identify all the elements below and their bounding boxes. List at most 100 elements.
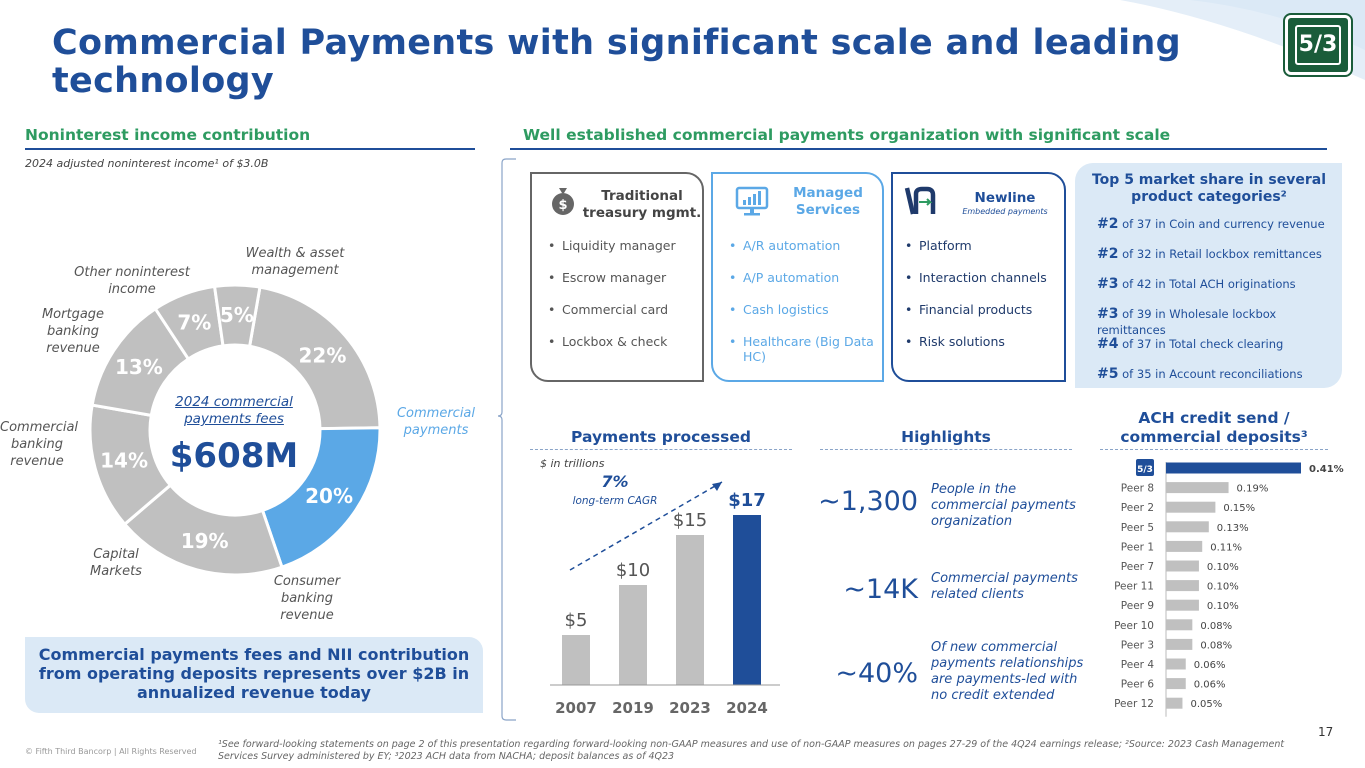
- market-share-list: #2 of 37 in Coin and currency revenue #2…: [1097, 216, 1342, 396]
- money-bag-icon: $: [552, 188, 574, 215]
- ach-bar: [1166, 599, 1199, 611]
- payments-year-label: 2019: [612, 699, 654, 717]
- card-list: A/R automation A/P automation Cash logis…: [729, 238, 879, 381]
- label-capital-markets: Capital Markets: [90, 547, 142, 579]
- section-divider-left: [25, 148, 475, 150]
- label-mortgage: Mortgage banking revenue: [41, 307, 105, 356]
- cagr-trend-arrow: [569, 481, 723, 571]
- ach-value-label: 0.08%: [1200, 640, 1232, 651]
- market-share-box: Top 5 market share in several product ca…: [1075, 163, 1342, 388]
- center-label: 2024 commercial payments fees: [175, 394, 293, 427]
- ach-value-label: 0.10%: [1207, 562, 1239, 573]
- donut-slice: [260, 426, 382, 570]
- payments-bar: [733, 515, 761, 685]
- org-heading: Well established commercial payments org…: [523, 126, 1171, 144]
- bracket-connector: [498, 158, 516, 721]
- noninterest-heading: Noninterest income contribution: [25, 126, 311, 144]
- card-title: Managed Services: [793, 185, 863, 218]
- ach-bar: [1166, 619, 1193, 631]
- payments-value-label: $5: [565, 610, 588, 631]
- rank-row: #3 of 42 in Total ACH originations: [1097, 276, 1342, 306]
- list-item: Commercial card: [548, 302, 698, 317]
- ach-value-label: 0.06%: [1194, 660, 1226, 671]
- payments-value-label: $15: [673, 510, 707, 531]
- section-divider-right: [510, 148, 1327, 150]
- fifth-third-logo: 5/3: [1285, 15, 1351, 75]
- ach-bar: [1166, 658, 1186, 670]
- page-title: Commercial Payments with significant sca…: [52, 23, 1182, 101]
- list-item: A/P automation: [729, 270, 879, 285]
- ach-peer-label: Peer 9: [1121, 600, 1154, 612]
- label-consumer-banking: Consumer banking revenue: [273, 574, 341, 623]
- cagr-arrow-head: [712, 482, 722, 491]
- ach-peer-label: Peer 12: [1114, 698, 1154, 710]
- svg-text:5/3: 5/3: [1137, 465, 1153, 475]
- rank-value: #2: [1097, 246, 1119, 262]
- ach-peer-label: Peer 1: [1121, 541, 1154, 553]
- payments-year-label: 2007: [555, 699, 597, 717]
- payments-bar-chart: $5 2007 $10 2019 $15 2023 $17 2024: [550, 481, 780, 717]
- ach-bar: [1166, 501, 1216, 513]
- ach-peer-label: Peer 4: [1121, 659, 1155, 671]
- rank-text: of 39 in Wholesale lockbox remittances: [1097, 307, 1277, 337]
- rank-text: of 37 in Coin and currency revenue: [1122, 217, 1325, 231]
- card-title: Traditional treasury mgmt.: [582, 188, 702, 221]
- rank-value: #3: [1097, 306, 1119, 322]
- revenue-callout: Commercial payments fees and NII contrib…: [25, 637, 483, 713]
- list-item: Escrow manager: [548, 270, 698, 285]
- highlight-text: People in the commercial payments organi…: [931, 482, 1076, 529]
- rank-text: of 35 in Account reconciliations: [1122, 367, 1303, 381]
- list-item: A/R automation: [729, 238, 879, 253]
- list-item: Interaction channels: [905, 270, 1065, 285]
- highlight-value: ~1,300: [818, 486, 918, 517]
- ach-value-label: 0.08%: [1200, 621, 1232, 632]
- ach-bar: [1166, 580, 1199, 592]
- donut-pct-label: 22%: [299, 343, 347, 367]
- rank-value: #3: [1097, 276, 1119, 292]
- ach-bar: [1166, 462, 1301, 474]
- adjusted-income-note: 2024 adjusted noninterest income¹ of $3.…: [25, 157, 269, 170]
- card-title: Newline: [974, 190, 1036, 206]
- payments-heading: Payments processed: [571, 428, 751, 446]
- rank-value: #2: [1097, 216, 1119, 232]
- payments-value-label: $17: [728, 490, 766, 511]
- rank-text: of 32 in Retail lockbox remittances: [1122, 247, 1322, 261]
- card-list: Platform Interaction channels Financial …: [905, 238, 1065, 366]
- payments-year-label: 2023: [669, 699, 711, 717]
- market-share-title: Top 5 market share in several product ca…: [1091, 172, 1326, 205]
- ach-value-label: 0.10%: [1207, 582, 1239, 593]
- ach-bar: [1166, 697, 1183, 709]
- page-number: 17: [1318, 725, 1334, 739]
- payments-year-label: 2024: [726, 699, 768, 717]
- income-donut-chart: 22% 20% 19% 14% 13% 7% 5%: [88, 283, 382, 577]
- ach-bar: [1166, 521, 1209, 533]
- donut-pct-label: 14%: [100, 448, 148, 472]
- cagr-value: 7%: [601, 472, 629, 491]
- rank-text: of 42 in Total ACH originations: [1122, 277, 1296, 291]
- rank-value: #4: [1097, 336, 1119, 352]
- label-commercial-payments: Commercial payments: [396, 406, 476, 438]
- ach-peer-label: Peer 7: [1121, 561, 1154, 573]
- label-wealth: Wealth & asset management: [245, 246, 345, 278]
- card-managed-services: Managed Services A/R automation A/P auto…: [711, 172, 884, 382]
- ach-bar: [1166, 540, 1203, 552]
- highlights-divider: [820, 449, 1072, 450]
- svg-text:$: $: [558, 198, 567, 213]
- ach-peer-label: Peer 11: [1114, 581, 1154, 593]
- copyright: © Fifth Third Bancorp | All Rights Reser…: [25, 747, 197, 756]
- payments-unit-note: $ in trillions: [540, 457, 605, 470]
- highlight-text: Commercial payments related clients: [931, 571, 1078, 602]
- list-item: Lockbox & check: [548, 334, 698, 349]
- card-list: Liquidity manager Escrow manager Commerc…: [548, 238, 698, 366]
- donut-pct-label: 7%: [177, 310, 211, 334]
- cagr-label: long-term CAGR: [572, 495, 658, 507]
- donut-pct-label: 20%: [305, 484, 353, 508]
- ach-bar: [1166, 482, 1229, 494]
- highlight-text: Of new commercial payments relationships…: [931, 640, 1084, 703]
- ach-value-label: 0.13%: [1217, 523, 1249, 534]
- ach-heading: ACH credit send / commercial deposits³: [1120, 409, 1308, 446]
- payments-bar: [676, 535, 704, 685]
- donut-pct-label: 13%: [115, 355, 163, 379]
- card-newline: Newline Embedded payments Platform Inter…: [891, 172, 1066, 382]
- rank-row: #3 of 39 in Wholesale lockbox remittance…: [1097, 306, 1342, 337]
